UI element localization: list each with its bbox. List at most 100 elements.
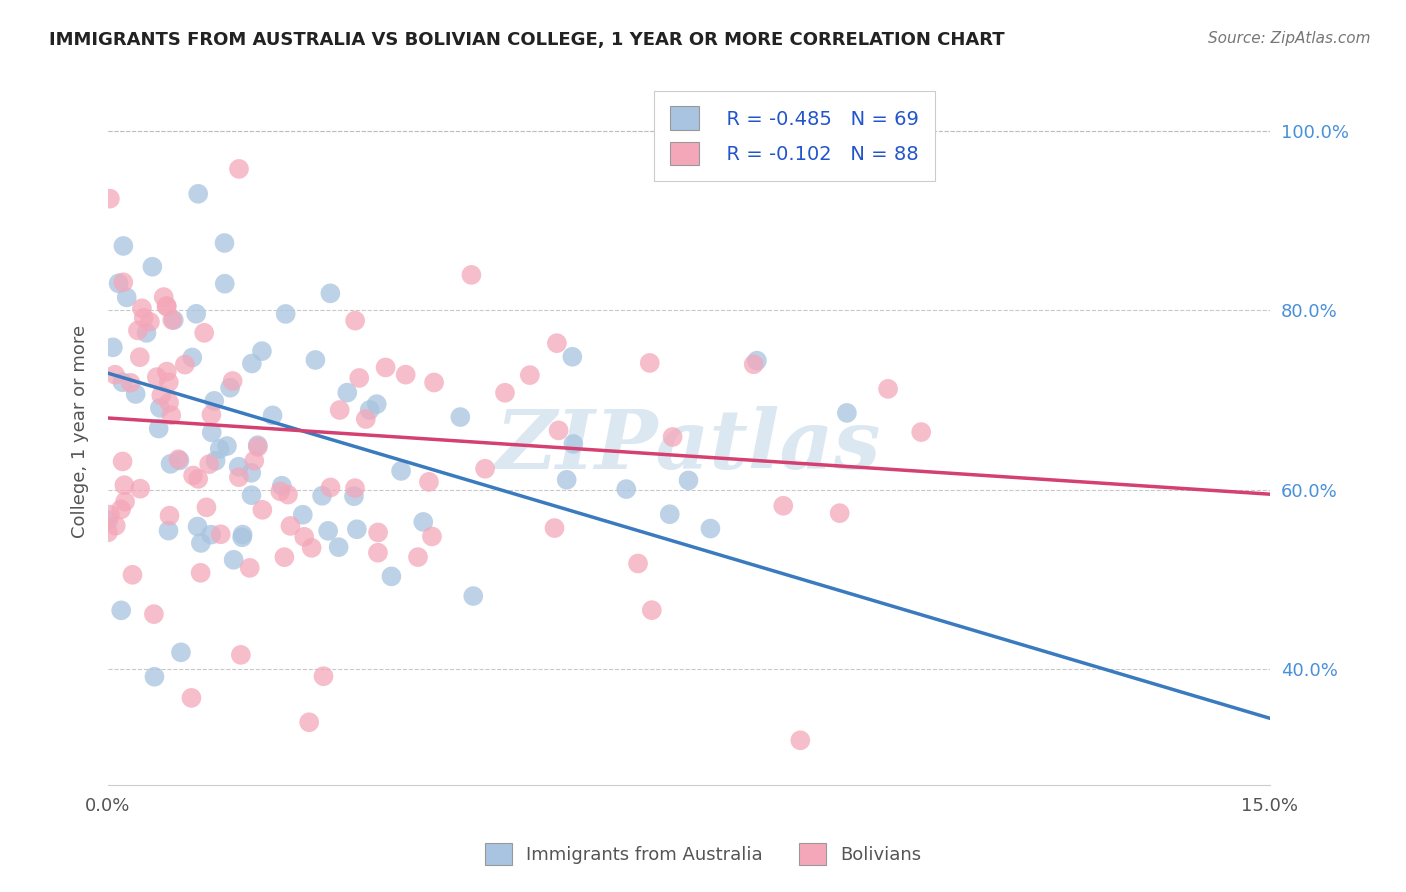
Point: [112, 275, 135, 289]
Point: [270, 479, 292, 493]
Point: [115, 290, 138, 304]
Point: [772, 499, 794, 513]
Point: [835, 406, 858, 420]
Point: [142, 607, 165, 621]
Point: [319, 286, 342, 301]
Point: [562, 437, 585, 451]
Point: [214, 235, 236, 250]
Point: [374, 360, 396, 375]
Point: [98, 192, 121, 206]
Point: [269, 484, 291, 499]
Point: [229, 648, 252, 662]
Point: [219, 381, 242, 395]
Point: [519, 368, 541, 383]
Point: [312, 669, 335, 683]
Point: [301, 541, 323, 555]
Point: [547, 423, 569, 437]
Point: [910, 425, 932, 439]
Point: [101, 340, 124, 354]
Point: [250, 344, 273, 359]
Point: [240, 488, 263, 502]
Point: [380, 569, 402, 583]
Point: [146, 370, 169, 384]
Point: [139, 315, 162, 329]
Point: [149, 401, 172, 415]
Point: [627, 557, 650, 571]
Point: [678, 474, 700, 488]
Point: [97, 513, 120, 527]
Point: [280, 519, 302, 533]
Point: [135, 326, 157, 340]
Point: [129, 482, 152, 496]
Point: [187, 472, 209, 486]
Point: [349, 371, 371, 385]
Point: [204, 454, 226, 468]
Point: [112, 478, 135, 492]
Point: [107, 277, 129, 291]
Point: [274, 307, 297, 321]
Point: [167, 452, 190, 467]
Point: [127, 323, 149, 337]
Point: [198, 457, 221, 471]
Point: [343, 481, 366, 495]
Point: [367, 546, 389, 560]
Point: [195, 500, 218, 515]
Point: [240, 466, 263, 480]
Point: [111, 376, 134, 390]
Point: [214, 277, 236, 291]
Point: [156, 299, 179, 313]
Point: [157, 524, 180, 538]
Point: [114, 494, 136, 508]
Point: [169, 453, 191, 467]
Point: [208, 442, 231, 456]
Point: [418, 475, 440, 489]
Point: [193, 326, 215, 340]
Point: [112, 239, 135, 253]
Point: [246, 438, 269, 452]
Point: [201, 425, 224, 440]
Point: [658, 508, 681, 522]
Point: [98, 508, 121, 522]
Point: [157, 395, 180, 409]
Point: [97, 525, 120, 540]
Point: [157, 375, 180, 389]
Point: [273, 550, 295, 565]
Point: [745, 353, 768, 368]
Point: [395, 368, 418, 382]
Point: [110, 502, 132, 516]
Point: [128, 350, 150, 364]
Point: [614, 482, 637, 496]
Point: [150, 388, 173, 402]
Point: [346, 522, 368, 536]
Point: [143, 670, 166, 684]
Point: [222, 553, 245, 567]
Point: [186, 307, 208, 321]
Point: [641, 603, 664, 617]
Text: ZIPatlas: ZIPatlas: [496, 406, 882, 485]
Point: [298, 715, 321, 730]
Text: Source: ZipAtlas.com: Source: ZipAtlas.com: [1208, 31, 1371, 46]
Point: [555, 473, 578, 487]
Point: [104, 368, 127, 382]
Point: [170, 645, 193, 659]
Point: [121, 567, 143, 582]
Point: [877, 382, 900, 396]
Point: [187, 519, 209, 533]
Point: [124, 387, 146, 401]
Point: [449, 410, 471, 425]
Point: [406, 550, 429, 565]
Point: [412, 515, 434, 529]
Point: [141, 260, 163, 274]
Point: [423, 376, 446, 390]
Point: [190, 566, 212, 580]
Point: [789, 733, 811, 747]
Point: [336, 385, 359, 400]
Point: [215, 439, 238, 453]
Point: [319, 480, 342, 494]
Point: [277, 487, 299, 501]
Point: [240, 356, 263, 370]
Point: [155, 300, 177, 314]
Point: [828, 506, 851, 520]
Point: [202, 393, 225, 408]
Point: [200, 527, 222, 541]
